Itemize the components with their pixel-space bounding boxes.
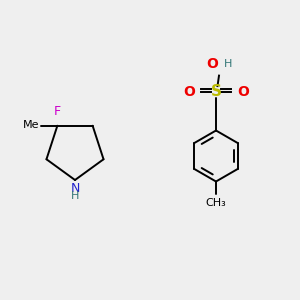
Text: S: S — [211, 84, 221, 99]
Text: O: O — [206, 57, 218, 71]
Text: H: H — [224, 59, 232, 69]
Text: O: O — [237, 85, 249, 98]
Text: N: N — [70, 182, 80, 195]
Text: O: O — [183, 85, 195, 98]
Text: Me: Me — [23, 120, 39, 130]
Text: CH₃: CH₃ — [206, 198, 226, 208]
Text: H: H — [71, 191, 79, 201]
Text: F: F — [54, 105, 61, 118]
